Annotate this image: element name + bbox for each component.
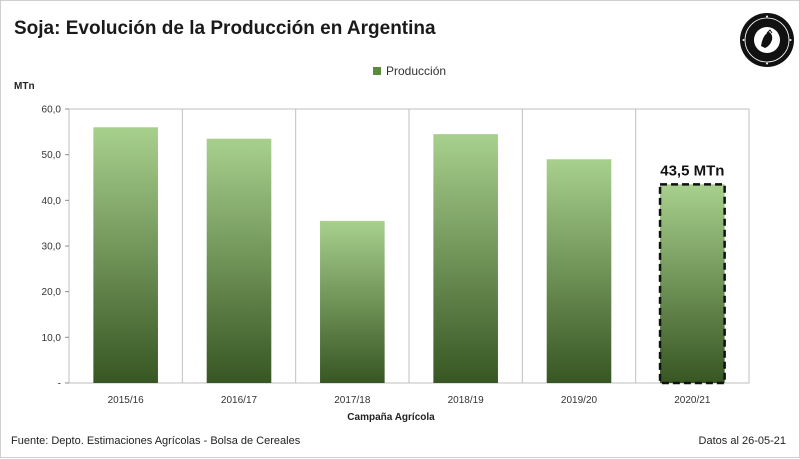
- chart-title: Soja: Evolución de la Producción en Arge…: [14, 18, 436, 39]
- data-date: Datos al 26-05-21: [698, 435, 786, 447]
- x-tick-label: 2019/20: [561, 395, 598, 406]
- legend: Producción: [373, 64, 446, 78]
- highlight-data-label: 43,5 MTn: [660, 162, 724, 179]
- bar: [433, 134, 498, 383]
- y-tick-label: 30,0: [42, 242, 62, 253]
- source-note: Fuente: Depto. Estimaciones Agrícolas - …: [11, 435, 301, 447]
- legend-swatch: [373, 67, 381, 75]
- x-tick-label: 2020/21: [674, 395, 711, 406]
- x-tick-label: 2017/18: [334, 395, 371, 406]
- bolsa-de-cereales-seal-logo: [740, 13, 794, 67]
- legend-label: Producción: [386, 64, 447, 78]
- y-tick-label: -: [58, 379, 61, 390]
- bar: [93, 127, 158, 384]
- bar: [320, 220, 385, 383]
- y-axis-label: MTn: [14, 81, 35, 92]
- highlighted-bar: [658, 183, 726, 385]
- y-tick-label: 20,0: [42, 287, 62, 298]
- y-tick-label: 10,0: [42, 333, 62, 344]
- bar: [206, 138, 272, 383]
- x-axis-label: Campaña Agrícola: [347, 412, 435, 423]
- x-tick-label: 2016/17: [221, 395, 258, 406]
- x-tick-label: 2015/16: [108, 395, 145, 406]
- x-tick-label: 2018/19: [448, 395, 485, 406]
- y-tick-label: 50,0: [42, 150, 62, 161]
- y-tick-label: 60,0: [42, 105, 62, 116]
- bar: [546, 159, 612, 383]
- y-tick-label: 40,0: [42, 196, 62, 207]
